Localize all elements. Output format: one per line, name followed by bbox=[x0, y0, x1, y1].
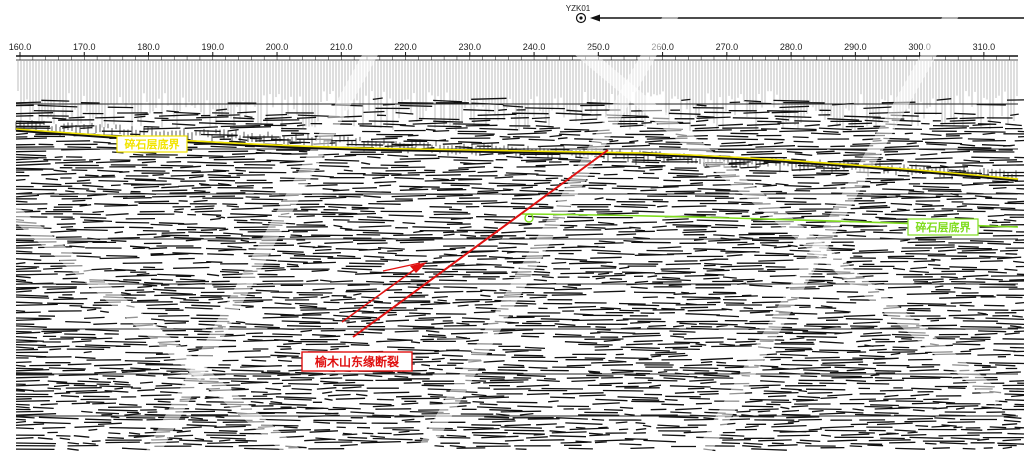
fault-text: 榆木山东缘断裂 bbox=[315, 354, 399, 369]
fault-label: 榆木山东缘断裂 bbox=[302, 352, 412, 371]
horizon-lower-label: 碎石层底界 bbox=[908, 219, 978, 235]
horizon-upper-text: 碎石层底界 bbox=[125, 137, 180, 151]
axis-tick-label: 270.0 bbox=[716, 42, 739, 52]
axis-tick-label: 280.0 bbox=[780, 42, 803, 52]
well-center-icon bbox=[579, 16, 582, 19]
seismic-panel bbox=[16, 61, 1024, 451]
axis-tick-label: 230.0 bbox=[459, 42, 482, 52]
axis-tick-label: 310.0 bbox=[973, 42, 996, 52]
well-label: YZK01 bbox=[566, 4, 591, 13]
arrow-left-icon bbox=[590, 15, 600, 22]
axis-tick-label: 190.0 bbox=[202, 42, 225, 52]
axis-tick-label: 290.0 bbox=[844, 42, 867, 52]
axis-tick-label: 170.0 bbox=[73, 42, 96, 52]
horizon-upper-label: 碎石层底界 bbox=[117, 136, 187, 152]
axis-tick-label: 200.0 bbox=[266, 42, 289, 52]
horizon-lower-text: 碎石层底界 bbox=[916, 220, 971, 234]
distance-axis: 160.0 170.0 180.0 190.0 200.0 210.0 220.0 230.0… bbox=[9, 42, 1018, 60]
axis-tick-label: 160.0 bbox=[9, 42, 32, 52]
axis-tick-label: 240.0 bbox=[523, 42, 546, 52]
axis-tick-label: 210.0 bbox=[330, 42, 353, 52]
axis-tick-label: 180.0 bbox=[137, 42, 160, 52]
axis-tick-label: 220.0 bbox=[394, 42, 417, 52]
